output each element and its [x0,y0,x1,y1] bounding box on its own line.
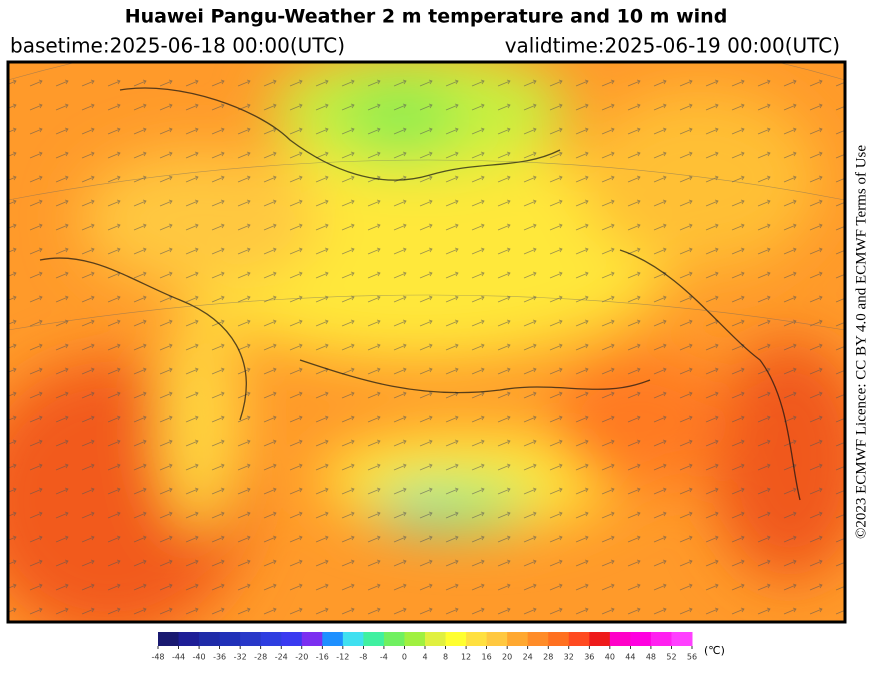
colorbar-tick-label: 24 [523,653,533,662]
colorbar-segment [301,632,323,646]
map-frame [6,60,847,624]
colorbar-segment [158,632,180,646]
colorbar-tick-label: 32 [564,653,574,662]
colorbar-segment [178,632,200,646]
colorbar-segment [527,632,549,646]
colorbar-segment [671,632,693,646]
colorbar-segment [342,632,364,646]
colorbar-segment [445,632,467,646]
colorbar-tick-label: -12 [336,653,349,662]
colorbar-segment [383,632,405,646]
colorbar-tick-label: 8 [443,653,448,662]
colorbar-segment [404,632,426,646]
basetime: basetime:2025-06-18 00:00(UTC) [10,34,345,58]
colorbar-tick-label: 28 [543,653,553,662]
colorbar-tick-label: 36 [584,653,594,662]
colorbar-tick-label: -36 [213,653,226,662]
colorbar-tick-label: 16 [482,653,492,662]
colorbar-segment [322,632,344,646]
colorbar-tick-label: -44 [172,653,185,662]
title: Huawei Pangu-Weather 2 m temperature and… [125,6,728,28]
colorbar-tick-label: -40 [193,653,206,662]
colorbar-tick-label: 44 [625,653,635,662]
colorbar-tick-label: 56 [687,653,697,662]
colorbar-segment [650,632,672,646]
colorbar-segment [425,632,447,646]
colorbar-segment [609,632,631,646]
colorbar-tick-label: 0 [402,653,407,662]
colorbar-tick-label: -8 [359,653,367,662]
colorbar-segment [240,632,262,646]
colorbar-tick-label: 12 [461,653,471,662]
colorbar-tick-label: -28 [254,653,267,662]
validtime: validtime:2025-06-19 00:00(UTC) [505,34,840,58]
colorbar-segment [281,632,303,646]
colorbar-segment [466,632,488,646]
colorbar-segment [568,632,590,646]
colorbar-unit: (℃) [704,644,725,657]
temperature-map [8,62,845,622]
colorbar-segment [507,632,529,646]
colorbar-tick-label: -20 [295,653,308,662]
colorbar-tick-label: -4 [380,653,388,662]
colorbar-tick-label: -16 [316,653,329,662]
colorbar-segment [548,632,570,646]
colorbar: -48 -44 -40 -36 -32 -28 -24 -20 -16 -12 -8 -4 0 4 8 12 1… [151,632,697,662]
colorbar-tick-label: -24 [275,653,288,662]
colorbar-tick-label: 48 [646,653,656,662]
colorbar-tick-label: 52 [666,653,676,662]
colorbar-segment [486,632,508,646]
colorbar-tick-label: 4 [422,653,427,662]
colorbar-tick-label: -32 [234,653,247,662]
colorbar-segment [199,632,221,646]
colorbar-tick-label: 40 [605,653,615,662]
colorbar-tick-label: -48 [151,653,164,662]
credit: ©2023 ECMWF Licence: CC BY 4.0 and ECMWF… [853,145,869,539]
colorbar-segment [630,632,652,646]
colorbar-segment [589,632,611,646]
colorbar-tick-label: 20 [502,653,512,662]
colorbar-segment [219,632,241,646]
colorbar-segment [363,632,385,646]
colorbar-segment [260,632,282,646]
